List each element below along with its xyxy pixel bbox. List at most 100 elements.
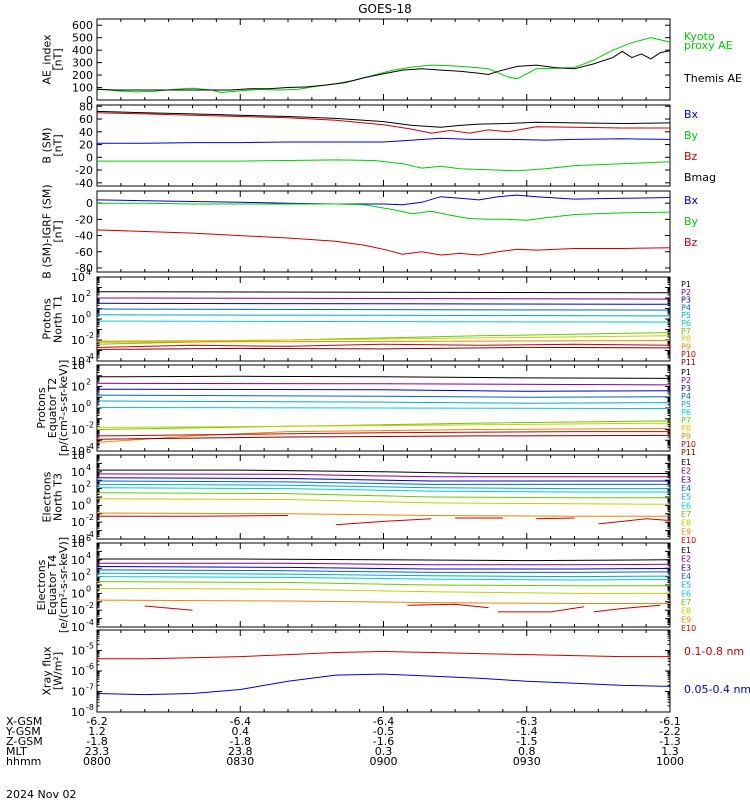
series-group	[97, 468, 750, 525]
series-line-e8	[97, 588, 750, 593]
y-tick-label: -20	[75, 213, 93, 226]
series-group	[97, 652, 750, 695]
y-tick-label: 0	[86, 151, 93, 164]
y-tick-exponent: -2	[86, 601, 94, 610]
date-label: 2024 Nov 02	[6, 788, 76, 800]
series-line-p11	[97, 347, 750, 350]
legend-entry: P11	[681, 358, 696, 367]
y-tick-exponent: 4	[86, 551, 91, 560]
panel-frame	[97, 630, 670, 712]
legend-entry: E6	[681, 589, 691, 598]
panel-frame	[97, 19, 670, 100]
y-tick-label: 10	[71, 686, 85, 699]
legend-entry: E10	[681, 536, 696, 545]
y-tick-exponent: 0	[86, 496, 91, 505]
y-tick-exponent: 0	[86, 310, 91, 319]
y-axis-label: [W/m²]	[52, 652, 65, 690]
y-tick-label: 10	[71, 424, 85, 437]
y-tick-exponent: -5	[86, 642, 94, 651]
legend-entry: By	[684, 215, 699, 228]
series-line-e10	[97, 516, 288, 517]
y-tick-label: 10	[71, 271, 85, 284]
ephemeris-value: 0800	[83, 755, 111, 768]
y-tick-label: 200	[72, 69, 93, 82]
y-tick-label: 10	[71, 402, 85, 415]
series-line-e3	[97, 566, 750, 569]
y-tick-label: -20	[75, 164, 93, 177]
y-tick-label: 10	[71, 645, 85, 658]
y-tick-exponent: -2	[86, 513, 94, 522]
legend-entry: E3	[681, 563, 691, 572]
ephemeris-value: 0830	[226, 755, 254, 768]
series-line-themis-ae	[97, 36, 750, 90]
series-line-p5	[97, 401, 750, 403]
y-tick-exponent: 2	[86, 378, 91, 387]
legend-entry: E6	[681, 501, 691, 510]
y-tick-label: 400	[72, 44, 93, 57]
series-line-p10	[97, 344, 750, 347]
series-line-p5	[97, 315, 750, 316]
series-line-bmag	[97, 111, 750, 127]
y-tick-label: 20	[79, 139, 93, 152]
legend-entry: E7	[681, 598, 691, 607]
y-tick-label: 10	[71, 483, 85, 496]
series-line-p7	[97, 419, 750, 429]
legend-entry: Bz	[684, 236, 698, 249]
y-tick-label: 10	[71, 381, 85, 394]
ephemeris-value: 1000	[656, 755, 684, 768]
y-axis-label: [nT]	[52, 48, 65, 70]
y-tick-label: 10	[71, 466, 85, 479]
legend-entry: E5	[681, 493, 691, 502]
y-tick-exponent: 2	[86, 480, 91, 489]
series-line-bx	[97, 138, 750, 143]
y-tick-label: 80	[79, 100, 93, 113]
y-axis-label: [nT]	[52, 134, 65, 156]
legend-entry: E2	[681, 555, 691, 564]
y-axis-label: [p/(cm²-s-sr-keV)]	[57, 360, 70, 457]
series-line-e10	[336, 519, 432, 525]
y-tick-label: -40	[75, 230, 93, 243]
legend-entry: E1	[681, 458, 691, 467]
legend-entry: E4	[681, 484, 691, 493]
y-tick-label: -40	[75, 177, 93, 190]
y-tick-label: 10	[71, 587, 85, 600]
series-line-e1	[97, 555, 750, 561]
series-line-e10	[598, 519, 750, 524]
series-line-0-1-0-8-nm	[97, 652, 750, 659]
legend-entry: E7	[681, 510, 691, 519]
legend-entry: 0.05-0.4 nm	[684, 683, 750, 696]
y-tick-exponent: 0	[86, 584, 91, 593]
series-line-e4	[97, 481, 750, 484]
y-tick-label: 10	[71, 359, 85, 372]
series-line-by	[97, 158, 750, 171]
y-axis-label: North T3	[52, 473, 65, 521]
y-tick-label: 500	[72, 32, 93, 45]
y-tick-label: 60	[79, 113, 93, 126]
y-tick-exponent: 2	[86, 568, 91, 577]
y-tick-label: 10	[71, 499, 85, 512]
series-line-e5	[97, 573, 750, 576]
series-line-p4	[97, 395, 750, 397]
y-tick-label: 10	[71, 571, 85, 584]
legend-entry: Bmag	[684, 171, 716, 184]
y-tick-exponent: -4	[86, 618, 94, 627]
y-tick-exponent: -2	[86, 331, 94, 340]
series-line-e9	[97, 600, 750, 603]
series-line-e3	[97, 478, 750, 481]
y-tick-exponent: 4	[86, 268, 91, 277]
y-tick-exponent: 4	[86, 463, 91, 472]
y-tick-exponent: -6	[86, 662, 94, 671]
series-line-e6	[97, 577, 750, 580]
y-tick-exponent: -8	[86, 703, 94, 712]
legend-entry: proxy AE	[684, 39, 733, 52]
series-line-e4	[97, 570, 750, 573]
panel-frame	[97, 105, 670, 186]
y-tick-label: 10	[71, 313, 85, 326]
